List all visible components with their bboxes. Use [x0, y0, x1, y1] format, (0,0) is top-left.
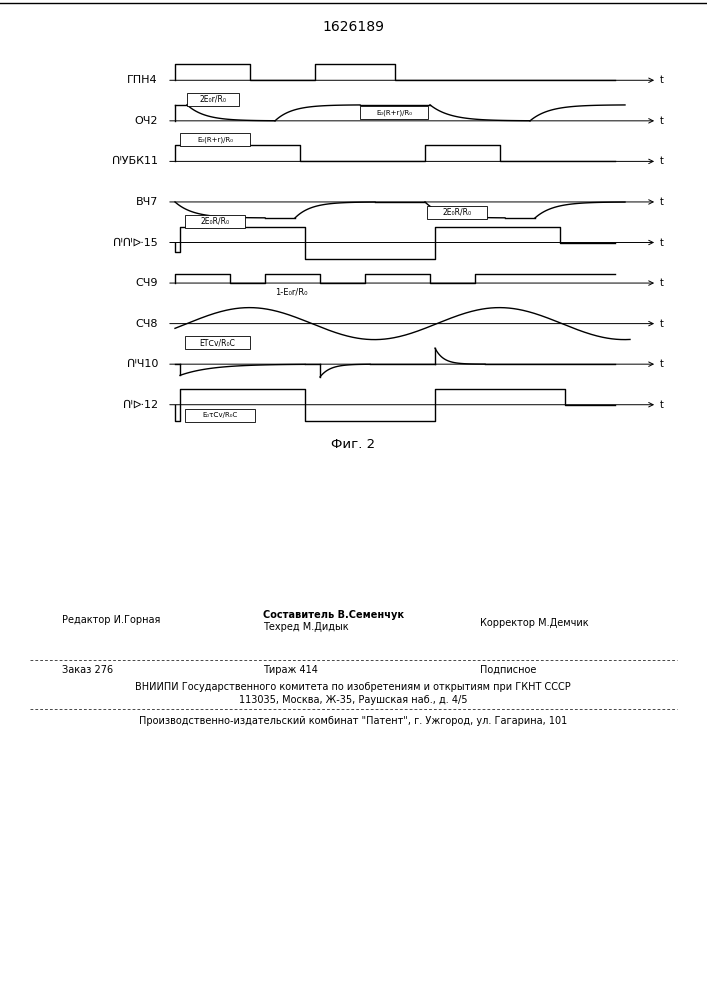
Bar — [180, 133, 250, 146]
Text: ᑨᑨᐓ15: ᑨᑨᐓ15 — [113, 237, 158, 247]
Text: t: t — [660, 319, 664, 329]
Text: Редактор И.Горная: Редактор И.Горная — [62, 615, 160, 625]
Text: 113035, Москва, Ж-35, Раушская наб., д. 4/5: 113035, Москва, Ж-35, Раушская наб., д. … — [239, 695, 467, 705]
Text: ᑨУБК11: ᑨУБК11 — [112, 156, 158, 166]
Text: ГПН4: ГПН4 — [127, 75, 158, 85]
Text: Составитель В.Семенчук: Составитель В.Семенчук — [263, 610, 404, 620]
Text: E₀(R+r)/R₀: E₀(R+r)/R₀ — [197, 137, 233, 143]
Text: E₀τᑕv/R₀C: E₀τᑕv/R₀C — [202, 412, 238, 418]
Text: Фиг. 2: Фиг. 2 — [331, 438, 375, 451]
Text: t: t — [660, 75, 664, 85]
Bar — [185, 215, 245, 228]
Text: ВНИИПИ Государственного комитета по изобретениям и открытиям при ГКНТ СССР: ВНИИПИ Государственного комитета по изоб… — [135, 682, 571, 692]
Text: t: t — [660, 237, 664, 247]
Text: 2E₀R/R₀: 2E₀R/R₀ — [443, 208, 472, 217]
Text: 1-E₀r/R₀: 1-E₀r/R₀ — [275, 287, 308, 296]
Text: Тираж 414: Тираж 414 — [263, 665, 318, 675]
Text: ᑨᐓ12: ᑨᐓ12 — [123, 400, 158, 410]
Bar — [187, 93, 239, 106]
Text: 2E₀r/R₀: 2E₀r/R₀ — [199, 95, 226, 104]
Text: ETᑕv/R₀C: ETᑕv/R₀C — [199, 338, 235, 347]
Bar — [185, 336, 250, 349]
Text: СЧ9: СЧ9 — [136, 278, 158, 288]
Bar — [427, 206, 487, 219]
Text: 2E₀R/R₀: 2E₀R/R₀ — [201, 217, 230, 226]
Text: t: t — [660, 197, 664, 207]
Text: Заказ 276: Заказ 276 — [62, 665, 113, 675]
Text: E₀(R+r)/R₀: E₀(R+r)/R₀ — [376, 109, 412, 116]
Text: Производственно-издательский комбинат "Патент", г. Ужгород, ул. Гагарина, 101: Производственно-издательский комбинат "П… — [139, 716, 567, 726]
Text: Подписное: Подписное — [480, 665, 537, 675]
Text: t: t — [660, 156, 664, 166]
Text: СЧ8: СЧ8 — [136, 319, 158, 329]
Text: t: t — [660, 359, 664, 369]
Text: Техред М.Дидык: Техред М.Дидык — [263, 622, 349, 632]
Bar — [185, 409, 255, 422]
Text: t: t — [660, 116, 664, 126]
Text: t: t — [660, 278, 664, 288]
Text: ВЧ7: ВЧ7 — [136, 197, 158, 207]
Text: t: t — [660, 400, 664, 410]
Text: 1626189: 1626189 — [322, 20, 384, 34]
Bar — [360, 106, 428, 119]
Text: Корректор М.Демчик: Корректор М.Демчик — [480, 618, 589, 628]
Text: ᑨЧ10: ᑨЧ10 — [127, 359, 158, 369]
Text: ОЧ2: ОЧ2 — [134, 116, 158, 126]
